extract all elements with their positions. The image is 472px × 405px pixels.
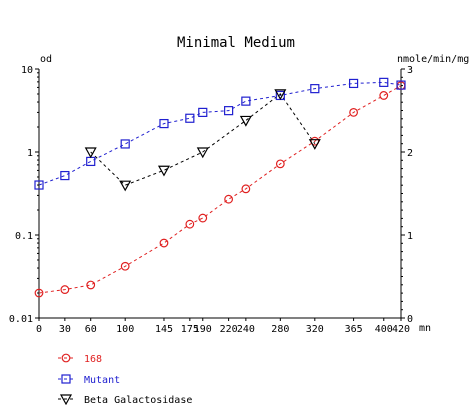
data-point-beta-galactosidase bbox=[274, 89, 287, 101]
series-markers bbox=[34, 77, 406, 298]
legend-marker-beta-galactosidase bbox=[59, 394, 73, 405]
chart-title: Minimal Medium bbox=[177, 35, 295, 51]
series-line-beta-galactosidase bbox=[90, 93, 316, 186]
data-point-mutant bbox=[241, 96, 251, 106]
x-tick-label: 220 bbox=[220, 324, 238, 335]
data-point-beta-galactosidase bbox=[196, 147, 209, 159]
x-tick-label: 280 bbox=[271, 324, 289, 335]
data-point-mutant bbox=[348, 78, 359, 89]
y-left-tick-label: 0.1 bbox=[15, 231, 33, 242]
data-point-mutant bbox=[396, 80, 406, 90]
legend-marker-168 bbox=[61, 353, 71, 363]
legend-marker-mutant bbox=[61, 374, 71, 384]
series-line-mutant bbox=[38, 81, 402, 186]
data-point-beta-galactosidase bbox=[239, 115, 252, 127]
legend-label-168: 168 bbox=[84, 354, 102, 365]
data-point-mutant bbox=[159, 118, 169, 129]
data-point-168 bbox=[349, 107, 358, 117]
series-lines bbox=[38, 81, 402, 294]
data-point-168 bbox=[159, 238, 169, 248]
y-axis-right-label: nmole/min/mg bbox=[397, 54, 469, 65]
x-tick-label: 145 bbox=[155, 324, 173, 335]
data-point-168 bbox=[224, 194, 234, 204]
data-point-mutant bbox=[310, 84, 320, 94]
y-left-tick-label: 0.01 bbox=[9, 314, 33, 325]
data-point-168 bbox=[86, 280, 96, 290]
data-point-beta-galactosidase bbox=[119, 180, 132, 192]
y-right-tick-label: 2 bbox=[407, 148, 413, 159]
y-left-tick-label: 1 bbox=[27, 148, 33, 159]
y-right-tick-label: 0 bbox=[407, 314, 413, 325]
x-tick-label: 365 bbox=[345, 324, 363, 335]
y-right-tick-label: 3 bbox=[407, 65, 413, 76]
legend-label-beta-galactosidase: Beta Galactosidase bbox=[84, 395, 192, 405]
x-tick-label: 190 bbox=[194, 324, 212, 335]
data-point-168 bbox=[379, 91, 389, 100]
data-point-168 bbox=[120, 261, 130, 271]
data-point-168 bbox=[185, 219, 195, 229]
data-point-168 bbox=[275, 159, 285, 169]
y-axis-left-label: od bbox=[40, 54, 52, 65]
x-tick-label: 0 bbox=[36, 324, 42, 335]
x-tick-label: 175 bbox=[181, 324, 199, 335]
data-point-168 bbox=[34, 288, 44, 298]
x-tick-label: 60 bbox=[85, 324, 97, 335]
data-point-mutant bbox=[198, 107, 208, 117]
data-point-beta-galactosidase bbox=[84, 147, 97, 159]
data-point-168 bbox=[241, 184, 251, 194]
data-point-mutant bbox=[185, 113, 195, 123]
x-tick-label: 30 bbox=[59, 324, 71, 335]
data-point-mutant bbox=[86, 156, 96, 167]
data-point-168 bbox=[60, 285, 70, 294]
series-line-168 bbox=[38, 85, 402, 294]
y-left-tick-label: 10 bbox=[21, 65, 33, 76]
legend-label-mutant: Mutant bbox=[84, 375, 120, 386]
x-tick-label: 400 bbox=[375, 324, 393, 335]
x-axis-label: mn bbox=[419, 323, 431, 334]
data-point-beta-galactosidase bbox=[157, 165, 170, 177]
data-point-mutant bbox=[120, 139, 130, 149]
x-tick-label: 320 bbox=[306, 324, 324, 335]
data-point-mutant bbox=[60, 170, 70, 181]
x-tick-label: 420 bbox=[392, 324, 410, 335]
data-point-mutant bbox=[379, 77, 389, 87]
data-point-168 bbox=[198, 213, 208, 223]
data-point-beta-galactosidase bbox=[308, 139, 321, 150]
x-tick-label: 100 bbox=[116, 324, 134, 335]
legend: 168 Mutant Beta Galactosidase bbox=[58, 353, 192, 405]
data-point-mutant bbox=[224, 106, 234, 116]
data-point-mutant bbox=[34, 180, 44, 190]
x-tick-label: 240 bbox=[237, 324, 255, 335]
y-right-tick-label: 1 bbox=[407, 231, 413, 242]
